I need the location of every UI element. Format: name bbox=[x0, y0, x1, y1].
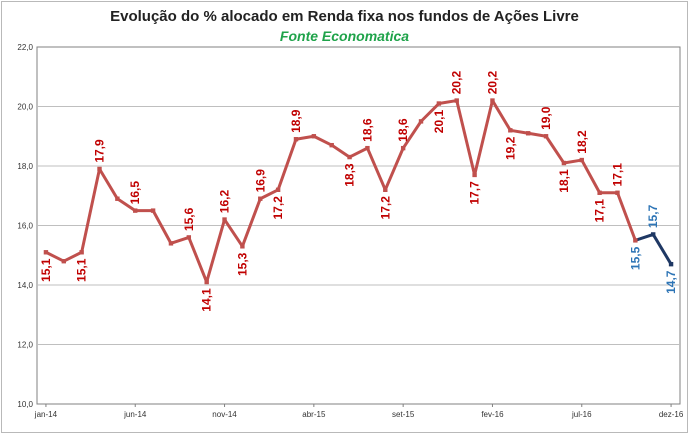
data-point bbox=[400, 145, 406, 151]
y-tick-label: 12,0 bbox=[17, 341, 33, 350]
y-tick-label: 18,0 bbox=[17, 162, 33, 171]
data-label: 18,1 bbox=[557, 169, 571, 193]
data-point bbox=[668, 261, 674, 267]
data-point bbox=[436, 101, 442, 106]
data-point bbox=[365, 145, 370, 151]
data-label: 17,2 bbox=[271, 196, 285, 220]
x-tick-label: dez-16 bbox=[659, 410, 684, 419]
data-point bbox=[258, 196, 263, 201]
data-label: 14,1 bbox=[200, 288, 214, 312]
y-tick-label: 16,0 bbox=[17, 222, 33, 231]
data-label: 16,2 bbox=[218, 190, 232, 214]
x-tick-label: jun-14 bbox=[123, 410, 147, 419]
data-point bbox=[61, 259, 66, 264]
data-point bbox=[150, 208, 156, 213]
chart-title: Evolução do % alocado em Renda fixa nos … bbox=[110, 8, 579, 25]
data-point bbox=[79, 250, 84, 255]
data-label: 18,6 bbox=[396, 118, 410, 142]
x-tick-label: jan-14 bbox=[34, 410, 58, 419]
data-point bbox=[204, 279, 209, 285]
y-tick-label: 14,0 bbox=[17, 281, 33, 290]
data-label: 20,2 bbox=[485, 71, 499, 95]
data-point bbox=[597, 190, 602, 195]
data-point bbox=[383, 187, 388, 192]
data-label: 18,6 bbox=[360, 118, 374, 142]
data-point bbox=[97, 166, 102, 172]
data-point bbox=[275, 187, 281, 192]
data-label: 14,7 bbox=[664, 270, 678, 294]
data-label: 17,7 bbox=[468, 181, 482, 205]
data-point bbox=[579, 157, 584, 163]
data-label: 16,9 bbox=[253, 169, 267, 193]
data-point bbox=[418, 119, 424, 124]
chart-subtitle: Fonte Economatica bbox=[279, 28, 410, 44]
data-label: 17,1 bbox=[610, 163, 624, 187]
data-point bbox=[43, 250, 49, 255]
data-label: 19,0 bbox=[539, 106, 553, 130]
data-point bbox=[222, 217, 227, 222]
data-label: 15,6 bbox=[182, 207, 196, 231]
data-point bbox=[454, 98, 459, 103]
y-tick-label: 22,0 bbox=[17, 43, 33, 52]
data-label: 15,7 bbox=[646, 204, 660, 228]
x-tick-label: nov-14 bbox=[212, 410, 237, 419]
data-point bbox=[133, 208, 138, 213]
x-tick-label: set-15 bbox=[392, 410, 415, 419]
x-tick-label: abr-15 bbox=[302, 410, 326, 419]
data-label: 17,9 bbox=[93, 139, 107, 163]
data-point bbox=[329, 142, 334, 148]
x-tick-label: fev-16 bbox=[481, 410, 504, 419]
data-label: 15,1 bbox=[39, 258, 53, 282]
data-label: 17,2 bbox=[378, 196, 392, 220]
data-point bbox=[347, 154, 352, 160]
data-point bbox=[293, 137, 299, 142]
data-point bbox=[311, 134, 317, 139]
series-line-main bbox=[45, 99, 637, 284]
data-label: 16,5 bbox=[128, 181, 142, 205]
data-label: 18,3 bbox=[343, 163, 357, 187]
data-point bbox=[168, 241, 174, 246]
data-point bbox=[543, 134, 549, 139]
y-tick-label: 20,0 bbox=[17, 103, 33, 112]
data-point bbox=[472, 172, 477, 178]
data-point bbox=[508, 128, 513, 133]
data-point bbox=[115, 196, 120, 201]
data-label: 18,2 bbox=[575, 130, 589, 154]
data-label: 17,1 bbox=[593, 199, 607, 223]
data-point bbox=[633, 238, 638, 243]
data-point bbox=[240, 244, 245, 249]
data-label: 19,2 bbox=[503, 136, 517, 160]
data-label: 15,1 bbox=[75, 258, 89, 282]
data-point bbox=[651, 232, 656, 237]
data-point bbox=[561, 160, 567, 166]
data-label: 18,9 bbox=[289, 109, 303, 133]
x-tick-label: jul-16 bbox=[571, 410, 592, 419]
data-label: 15,3 bbox=[235, 252, 249, 276]
data-label: 20,1 bbox=[432, 110, 446, 134]
data-point bbox=[490, 98, 495, 103]
data-point bbox=[615, 190, 620, 195]
y-tick-label: 10,0 bbox=[17, 400, 33, 409]
data-point bbox=[186, 235, 192, 240]
data-label: 20,2 bbox=[450, 71, 464, 95]
data-label: 15,5 bbox=[628, 246, 642, 270]
data-point bbox=[525, 131, 531, 136]
